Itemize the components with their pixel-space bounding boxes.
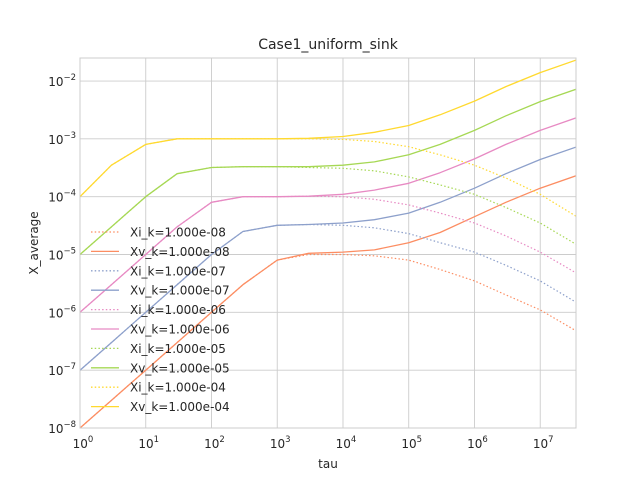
legend-label-0: Xi_k=1.000e-08: [130, 226, 226, 240]
x-axis-label: tau: [318, 457, 338, 471]
legend-label-4: Xi_k=1.000e-06: [130, 303, 226, 317]
x-tick-label-7: 107: [533, 435, 554, 451]
legend-label-1: Xv_k=1.000e-08: [130, 245, 230, 259]
x-tick-label-1: 101: [138, 435, 159, 451]
series-line-6: [80, 166, 576, 255]
x-tick-label-3: 103: [270, 435, 291, 451]
series-line-5: [80, 117, 576, 313]
series-line-3: [80, 146, 576, 371]
legend-label-5: Xv_k=1.000e-06: [130, 323, 230, 337]
x-tick-label-2: 102: [204, 435, 225, 451]
y-tick-labels: 10−8 10−7 10−6 10−5 10−4 10−3 10−2: [48, 73, 76, 436]
x-tick-labels: 100 101 102 103 104 105 106 107: [73, 435, 554, 451]
y-tick-label-2: 10−6: [48, 304, 76, 320]
x-tick-label-6: 106: [467, 435, 488, 451]
x-tick-label-5: 105: [401, 435, 422, 451]
legend-label-9: Xv_k=1.000e-04: [130, 400, 230, 414]
y-tick-label-4: 10−4: [48, 189, 76, 205]
series-line-7: [80, 88, 576, 255]
legend-label-8: Xi_k=1.000e-04: [130, 381, 226, 395]
legend-label-6: Xi_k=1.000e-05: [130, 342, 226, 356]
legend: Xi_k=1.000e-08 Xv_k=1.000e-08 Xi_k=1.000e-…: [91, 226, 230, 414]
series-line-9: [80, 59, 576, 198]
y-axis-label: X_average: [27, 211, 41, 274]
legend-label-3: Xv_k=1.000e-07: [130, 284, 230, 298]
y-tick-label-6: 10−2: [48, 73, 76, 89]
series-layer: [80, 59, 576, 428]
y-tick-label-0: 10−8: [48, 420, 76, 436]
x-tick-label-0: 100: [73, 435, 94, 451]
plot-frame: [79, 57, 577, 429]
series-line-1: [80, 175, 576, 428]
y-tick-label-3: 10−5: [48, 247, 76, 263]
y-tick-label-5: 10−3: [48, 131, 76, 147]
legend-label-7: Xv_k=1.000e-05: [130, 361, 230, 375]
x-tick-label-4: 104: [336, 435, 357, 451]
y-tick-label-1: 10−7: [48, 362, 76, 378]
legend-label-2: Xi_k=1.000e-07: [130, 264, 226, 278]
chart-title: Case1_uniform_sink: [258, 37, 399, 53]
